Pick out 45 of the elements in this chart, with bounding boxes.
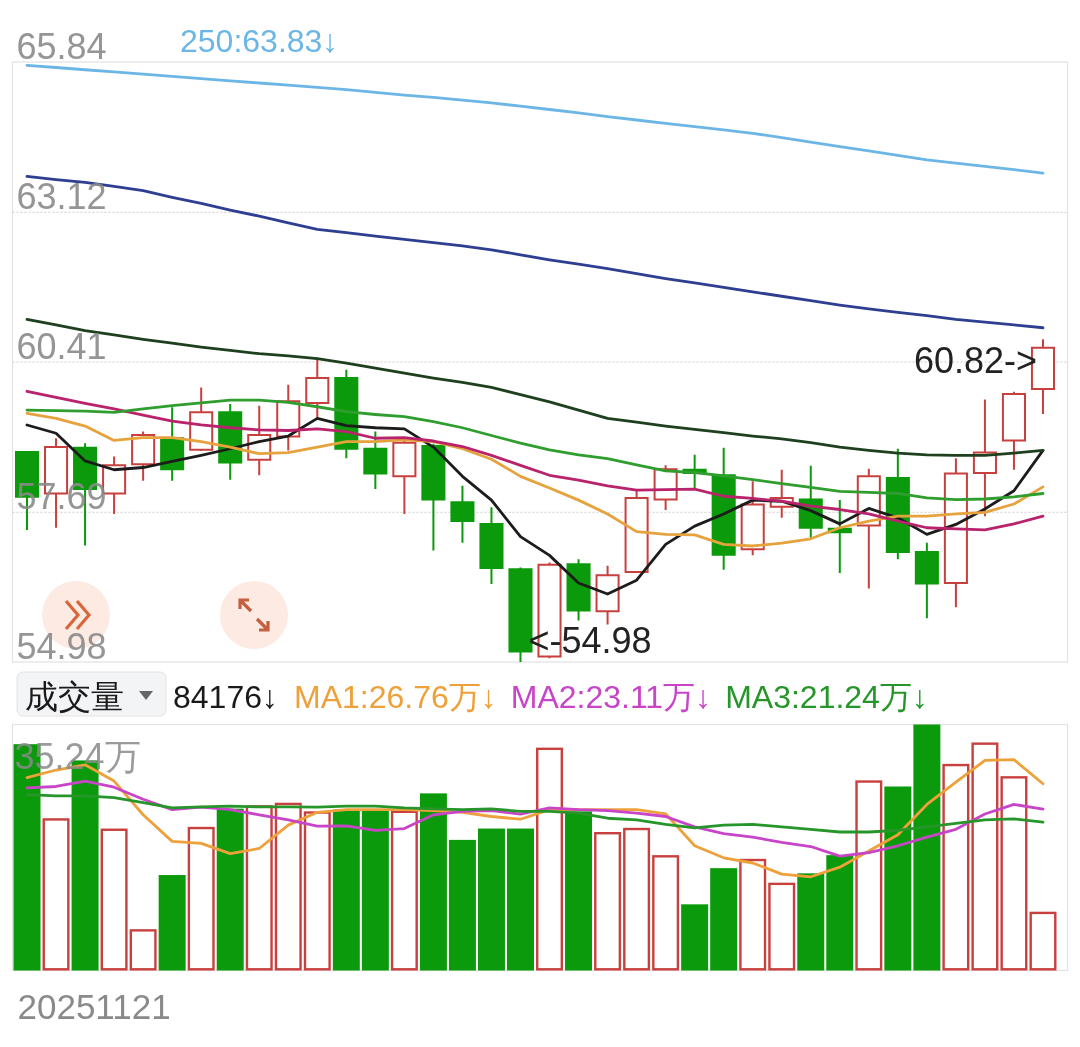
bar <box>419 793 447 971</box>
bar <box>768 882 796 971</box>
bar <box>913 724 941 971</box>
bar <box>942 763 970 971</box>
chart-title: 成交量 <box>25 678 124 715</box>
bar <box>332 809 360 971</box>
bar <box>129 929 157 971</box>
bar <box>826 855 854 971</box>
bar <box>1000 776 1028 971</box>
series-label: 250:63.83↓ <box>180 23 339 59</box>
bar <box>477 828 505 971</box>
bar <box>1029 911 1057 971</box>
bar <box>187 826 215 971</box>
text: MA3:21.24万↓ <box>725 679 928 715</box>
bar <box>274 802 302 971</box>
bar <box>158 875 186 971</box>
bar <box>361 810 389 971</box>
bar <box>536 747 564 971</box>
bar <box>971 742 999 971</box>
bar <box>739 858 767 971</box>
text: 20251121 <box>17 986 171 1026</box>
bar <box>100 828 128 971</box>
text: MA2:23.11万↓ <box>510 679 712 715</box>
bar <box>594 832 622 971</box>
bar <box>797 873 825 971</box>
bar <box>390 810 418 971</box>
y-tick-label: 65.84 <box>16 26 107 67</box>
bar <box>506 828 534 971</box>
bar <box>245 805 273 971</box>
bar <box>652 855 680 971</box>
bar <box>42 818 70 971</box>
bar <box>303 811 331 971</box>
bar <box>623 827 651 971</box>
y-tick-label: 54.98 <box>16 626 107 667</box>
y-tick-label: 60.41 <box>16 326 107 367</box>
bar <box>710 868 738 971</box>
bar <box>681 904 709 971</box>
bar <box>216 808 244 971</box>
bar <box>448 839 476 971</box>
bar <box>855 780 883 971</box>
text: MA1:26.76万↓ <box>293 679 497 715</box>
bar <box>884 786 912 971</box>
bar <box>565 811 593 971</box>
y-tick-label: 63.12 <box>16 176 107 218</box>
text: 84176↓ <box>173 679 278 715</box>
